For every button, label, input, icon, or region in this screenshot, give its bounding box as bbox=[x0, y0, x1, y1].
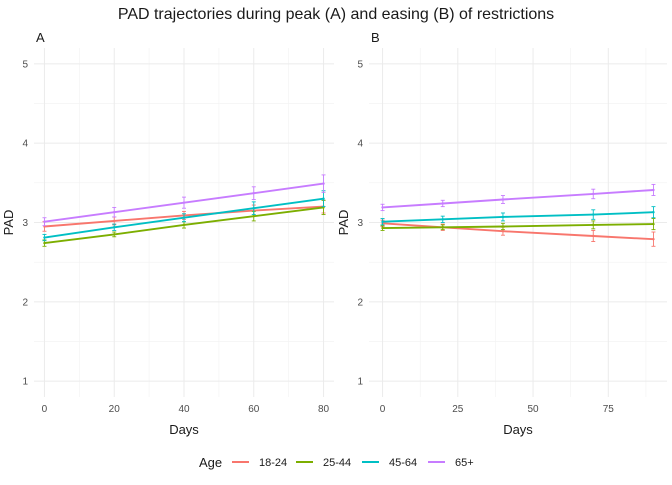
data-point bbox=[381, 226, 384, 230]
panel-B: 0 25 50 75 1 2 3 4 5 Days PAD B bbox=[336, 30, 667, 437]
y-tick-label: 4 bbox=[22, 139, 28, 150]
data-point bbox=[652, 237, 655, 241]
data-point bbox=[113, 219, 116, 223]
legend-label: 45-64 bbox=[389, 457, 417, 469]
y-tick-label: 3 bbox=[22, 218, 28, 229]
y-axis-title: PAD bbox=[336, 210, 351, 236]
data-point bbox=[501, 230, 505, 233]
legend-item-65+: 65+ bbox=[428, 457, 474, 469]
data-point bbox=[501, 215, 505, 219]
panels: 0 20 40 60 80 1 2 3 4 5 Days PAD A 0 25 50 75 1 2 3 4 5 Days PA… bbox=[1, 30, 667, 437]
series-25-44 bbox=[380, 218, 656, 231]
legend-title: Age bbox=[199, 455, 222, 470]
data-point bbox=[113, 210, 116, 214]
legend: Age 18-24 25-44 45-64 65+ bbox=[199, 455, 474, 470]
x-tick-label: 60 bbox=[248, 404, 260, 415]
data-point bbox=[381, 220, 384, 223]
x-tick-label: 40 bbox=[178, 404, 190, 415]
data-point bbox=[592, 223, 595, 227]
data-point bbox=[113, 226, 116, 229]
panel-label: A bbox=[36, 30, 45, 45]
data-point bbox=[652, 210, 655, 214]
legend-label: 18-24 bbox=[259, 457, 287, 469]
panel-A: 0 20 40 60 80 1 2 3 4 5 Days PAD A bbox=[1, 30, 334, 437]
series-line bbox=[381, 189, 655, 209]
y-tick-label: 4 bbox=[357, 139, 363, 150]
series-line bbox=[381, 211, 655, 223]
x-tick-label: 75 bbox=[603, 404, 615, 415]
series-65+ bbox=[42, 174, 326, 227]
data-point bbox=[501, 198, 505, 201]
series-45-64 bbox=[380, 206, 656, 226]
legend-label: 25-44 bbox=[323, 457, 351, 469]
y-tick-label: 2 bbox=[22, 297, 28, 308]
panel-label: B bbox=[371, 30, 380, 45]
data-point bbox=[252, 214, 255, 218]
y-tick-label: 5 bbox=[357, 59, 363, 70]
legend-item-25-44: 25-44 bbox=[296, 457, 351, 469]
y-axis-title: PAD bbox=[1, 210, 16, 236]
legend-item-18-24: 18-24 bbox=[232, 457, 287, 469]
x-axis-title: Days bbox=[503, 422, 533, 437]
data-point bbox=[113, 233, 116, 236]
figure-title: PAD trajectories during peak (A) and eas… bbox=[118, 6, 554, 23]
data-point bbox=[592, 213, 595, 216]
data-point bbox=[252, 207, 255, 210]
x-tick-label: 50 bbox=[527, 404, 539, 415]
data-point bbox=[441, 202, 444, 205]
data-point bbox=[592, 234, 595, 238]
data-point bbox=[592, 192, 595, 196]
y-tick-label: 2 bbox=[357, 297, 363, 308]
data-point bbox=[381, 206, 384, 209]
data-point bbox=[501, 225, 505, 228]
x-tick-label: 20 bbox=[109, 404, 121, 415]
data-point bbox=[652, 188, 655, 192]
x-tick-label: 0 bbox=[42, 404, 48, 415]
data-point bbox=[322, 197, 325, 200]
series-25-44 bbox=[42, 199, 326, 247]
data-point bbox=[182, 201, 186, 204]
data-point bbox=[322, 182, 325, 185]
legend-item-45-64: 45-64 bbox=[362, 457, 417, 469]
data-point bbox=[43, 220, 46, 223]
data-point bbox=[182, 216, 186, 219]
x-axis-title: Days bbox=[169, 422, 199, 437]
data-point bbox=[441, 218, 444, 221]
y-tick-label: 5 bbox=[22, 59, 28, 70]
x-tick-label: 25 bbox=[452, 404, 464, 415]
y-tick-label: 3 bbox=[357, 218, 363, 229]
legend-label: 65+ bbox=[455, 457, 474, 469]
data-point bbox=[43, 241, 46, 245]
series-45-64 bbox=[42, 190, 326, 242]
data-point bbox=[182, 223, 186, 227]
data-point bbox=[43, 236, 46, 239]
data-point bbox=[652, 222, 655, 226]
x-tick-label: 0 bbox=[380, 404, 386, 415]
y-tick-label: 1 bbox=[22, 377, 28, 388]
y-tick-label: 1 bbox=[357, 377, 363, 388]
series-65+ bbox=[380, 183, 656, 212]
data-point bbox=[252, 191, 255, 195]
data-point bbox=[441, 226, 444, 229]
x-tick-label: 80 bbox=[318, 404, 330, 415]
